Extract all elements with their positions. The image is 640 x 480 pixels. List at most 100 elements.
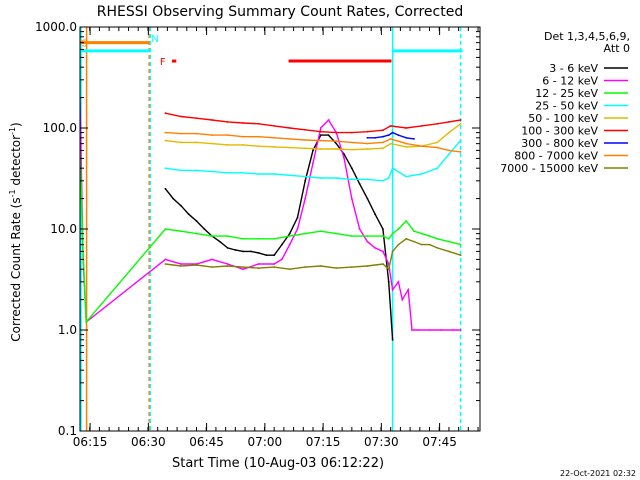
series-point-2 xyxy=(428,235,431,238)
series-point-2 xyxy=(413,230,415,233)
legend-label: 7000 - 15000 keV xyxy=(500,162,598,175)
series-point-5 xyxy=(382,129,384,132)
series-point-6 xyxy=(391,131,394,134)
series-point-0 xyxy=(226,247,229,249)
series-point-7 xyxy=(288,138,291,140)
series-point-3 xyxy=(459,139,462,142)
series-point-0 xyxy=(180,204,182,207)
footer-timestamp: 22-Oct-2021 02:32 xyxy=(560,469,636,478)
series-point-4 xyxy=(273,146,276,148)
y-axis-label: Corrected Count Rate (s-1 detector-1) xyxy=(8,122,23,341)
series-line-2 xyxy=(80,150,461,324)
series-point-1 xyxy=(428,329,431,331)
series-point-0 xyxy=(312,149,314,152)
series-point-1 xyxy=(358,228,361,230)
series-point-4 xyxy=(195,141,198,144)
series-point-8 xyxy=(242,266,245,268)
series-point-8 xyxy=(420,243,423,246)
series-point-4 xyxy=(459,122,462,125)
series-point-3 xyxy=(180,169,182,172)
series-point-5 xyxy=(180,115,182,118)
series-point-2 xyxy=(387,237,390,240)
series-point-5 xyxy=(319,130,322,133)
series-point-8 xyxy=(448,250,450,253)
series-point-1 xyxy=(401,298,404,301)
x-tick-label: 07:30 xyxy=(364,435,399,449)
series-point-7 xyxy=(366,142,369,145)
series-point-7 xyxy=(436,146,439,149)
series-point-1 xyxy=(304,197,307,200)
series-point-0 xyxy=(374,213,376,216)
x-tick-label: 06:15 xyxy=(73,435,108,449)
series-point-4 xyxy=(257,145,260,148)
series-point-5 xyxy=(405,127,408,129)
series-point-3 xyxy=(164,167,167,170)
series-point-7 xyxy=(389,138,392,140)
legend-header-line-1: Det 1,3,4,5,6,9, xyxy=(544,30,630,43)
series-point-8 xyxy=(226,265,229,267)
series-point-2 xyxy=(319,230,322,233)
series-point-2 xyxy=(304,232,307,235)
series-point-1 xyxy=(242,268,245,271)
series-point-6 xyxy=(413,138,415,140)
series-point-7 xyxy=(459,151,462,153)
series-point-8 xyxy=(335,267,338,269)
series-point-6 xyxy=(387,134,390,137)
series-point-7 xyxy=(195,132,198,135)
y-tick-label: 100.0 xyxy=(43,121,77,135)
series-point-0 xyxy=(358,182,361,185)
series-point-5 xyxy=(436,122,439,125)
series-point-1 xyxy=(281,258,283,261)
series-point-8 xyxy=(387,268,390,271)
series-point-7 xyxy=(350,141,353,144)
series-point-2 xyxy=(335,232,338,235)
series-point-8 xyxy=(180,265,182,267)
series-point-1 xyxy=(312,162,314,164)
series-point-7 xyxy=(211,134,213,137)
series-point-1 xyxy=(459,329,462,331)
series-point-7 xyxy=(257,135,260,138)
series-point-0 xyxy=(265,254,268,257)
series-point-5 xyxy=(335,131,338,134)
series-line-3 xyxy=(165,140,462,182)
series-point-8 xyxy=(257,267,260,269)
series-point-0 xyxy=(391,338,394,341)
series-point-3 xyxy=(387,177,390,179)
series-point-4 xyxy=(350,148,353,151)
series-point-2 xyxy=(226,235,229,238)
series-point-1 xyxy=(382,250,384,253)
series-point-2 xyxy=(164,228,167,230)
series-point-3 xyxy=(304,175,307,178)
series-point-4 xyxy=(180,141,182,144)
series-point-0 xyxy=(250,250,252,253)
series-point-3 xyxy=(273,173,276,175)
series-point-0 xyxy=(164,187,167,190)
series-point-5 xyxy=(164,112,167,115)
series-point-1 xyxy=(296,228,299,230)
series-point-1 xyxy=(319,127,322,129)
series-point-8 xyxy=(211,266,213,268)
series-point-4 xyxy=(226,144,229,146)
series-point-0 xyxy=(387,280,390,283)
series-point-7 xyxy=(242,135,245,138)
series-point-4 xyxy=(382,147,384,150)
legend-label: 3 - 6 keV xyxy=(549,62,598,75)
legend-label: 100 - 300 keV xyxy=(521,125,598,138)
legend-label: 6 - 12 keV xyxy=(542,75,598,88)
series-point-5 xyxy=(242,122,245,124)
series-point-3 xyxy=(335,177,338,179)
series-point-1 xyxy=(257,263,260,265)
series-point-8 xyxy=(350,266,353,268)
series-point-5 xyxy=(288,127,291,129)
series-point-0 xyxy=(288,232,291,235)
series-point-7 xyxy=(382,141,384,144)
series-point-0 xyxy=(350,167,353,170)
series-point-8 xyxy=(391,250,394,253)
series-point-2 xyxy=(257,237,260,240)
series-point-1 xyxy=(366,240,369,243)
legend-label: 300 - 800 keV xyxy=(521,137,598,150)
series-point-4 xyxy=(304,147,307,150)
series-point-2 xyxy=(242,237,245,240)
series-point-3 xyxy=(382,179,384,182)
